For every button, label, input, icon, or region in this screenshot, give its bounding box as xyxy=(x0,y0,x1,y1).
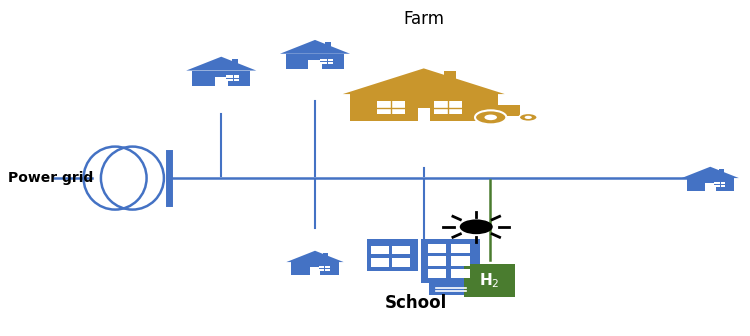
FancyBboxPatch shape xyxy=(451,269,470,279)
Text: Farm: Farm xyxy=(404,10,444,28)
FancyBboxPatch shape xyxy=(376,101,405,115)
Circle shape xyxy=(524,116,532,119)
Polygon shape xyxy=(343,69,505,94)
FancyBboxPatch shape xyxy=(214,77,228,86)
FancyBboxPatch shape xyxy=(482,103,487,110)
FancyBboxPatch shape xyxy=(433,101,462,115)
FancyBboxPatch shape xyxy=(466,105,520,116)
FancyBboxPatch shape xyxy=(451,256,470,266)
FancyBboxPatch shape xyxy=(192,71,250,86)
FancyBboxPatch shape xyxy=(371,246,388,254)
Text: Power grid: Power grid xyxy=(8,171,93,185)
FancyBboxPatch shape xyxy=(232,59,238,64)
FancyBboxPatch shape xyxy=(718,169,724,173)
Polygon shape xyxy=(280,40,350,54)
FancyBboxPatch shape xyxy=(705,183,716,191)
FancyBboxPatch shape xyxy=(427,256,446,266)
FancyBboxPatch shape xyxy=(427,269,446,279)
Polygon shape xyxy=(286,251,344,262)
FancyBboxPatch shape xyxy=(286,54,344,70)
FancyBboxPatch shape xyxy=(320,58,333,65)
FancyBboxPatch shape xyxy=(714,182,725,187)
Text: H$_2$: H$_2$ xyxy=(479,271,500,290)
FancyBboxPatch shape xyxy=(350,94,498,121)
Circle shape xyxy=(519,113,537,121)
FancyBboxPatch shape xyxy=(367,239,419,271)
FancyBboxPatch shape xyxy=(466,104,489,114)
FancyBboxPatch shape xyxy=(444,72,456,84)
Circle shape xyxy=(475,110,506,124)
Polygon shape xyxy=(186,57,256,71)
FancyBboxPatch shape xyxy=(310,267,320,275)
FancyBboxPatch shape xyxy=(226,75,239,81)
FancyBboxPatch shape xyxy=(451,244,470,253)
FancyBboxPatch shape xyxy=(421,239,481,283)
FancyBboxPatch shape xyxy=(319,266,330,271)
FancyBboxPatch shape xyxy=(418,108,430,121)
FancyBboxPatch shape xyxy=(308,60,322,70)
Circle shape xyxy=(484,115,497,120)
FancyBboxPatch shape xyxy=(687,178,734,191)
FancyBboxPatch shape xyxy=(371,258,388,267)
FancyBboxPatch shape xyxy=(464,264,515,297)
FancyBboxPatch shape xyxy=(291,262,338,275)
FancyBboxPatch shape xyxy=(326,42,332,47)
FancyBboxPatch shape xyxy=(392,246,410,254)
FancyBboxPatch shape xyxy=(323,253,328,257)
FancyBboxPatch shape xyxy=(392,258,410,267)
Text: School: School xyxy=(386,294,447,312)
Circle shape xyxy=(460,219,493,234)
FancyBboxPatch shape xyxy=(427,244,446,253)
FancyBboxPatch shape xyxy=(429,282,472,295)
Polygon shape xyxy=(682,167,739,178)
